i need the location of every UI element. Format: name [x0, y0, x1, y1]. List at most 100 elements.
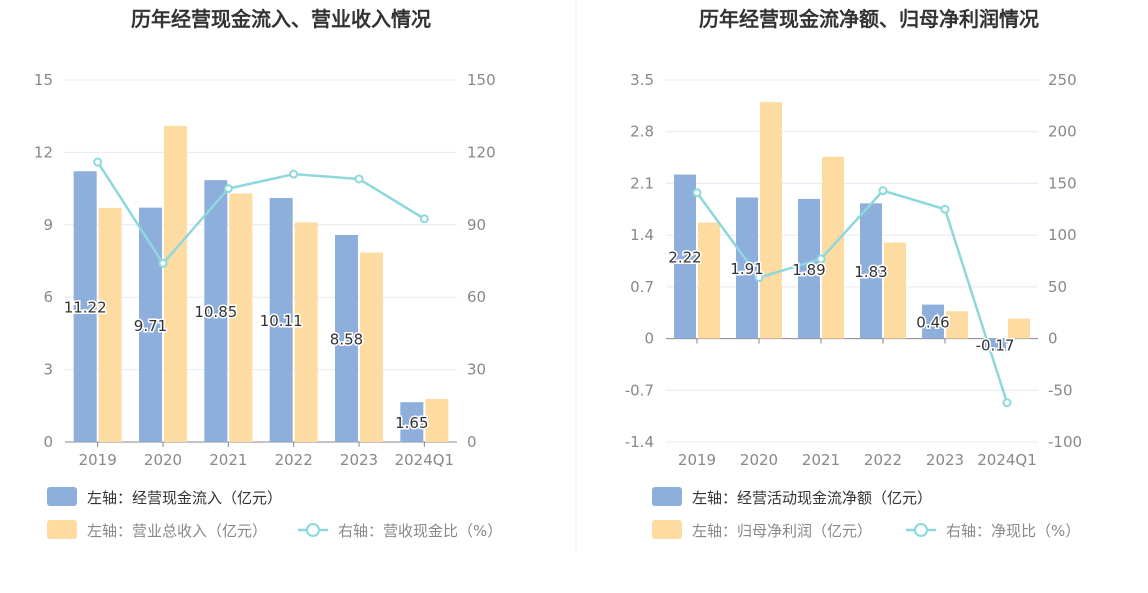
- bar-data-label: 1.83: [854, 263, 887, 281]
- legend-label: 左轴：归母净利润（亿元）: [692, 522, 872, 540]
- bar-data-label: 1.89: [792, 261, 825, 279]
- right-axis-tick-label: 0: [1048, 330, 1058, 348]
- legend-swatch: [652, 520, 682, 539]
- bar-series-2: [294, 222, 318, 442]
- line-series: [695, 189, 1009, 404]
- left-axis-tick-label: 0: [644, 330, 654, 348]
- left-axis-tick-label: -1.4: [625, 433, 654, 451]
- right-axis-tick-label: -100: [1048, 433, 1082, 451]
- bar-series-1: [269, 198, 293, 442]
- legend-line-marker: [914, 523, 928, 537]
- left-axis-tick-label: 3.5: [630, 71, 654, 89]
- bar-series-1: [860, 203, 882, 339]
- x-axis-tick-label: 2020: [740, 451, 778, 469]
- left-axis-tick-label: 1.4: [630, 226, 654, 244]
- left-axis-tick-label: 3: [43, 361, 53, 379]
- line-point: [93, 157, 103, 167]
- right-axis-tick-label: 250: [1048, 71, 1077, 89]
- bar-data-label: 0.46: [916, 314, 949, 332]
- left-axis-tick-label: 2.8: [630, 123, 654, 141]
- right-axis-tick-label: 60: [467, 288, 486, 306]
- right-axis-tick-label: 150: [467, 71, 496, 89]
- x-axis-tick-label: 2021: [209, 451, 247, 469]
- bar-series-1: [73, 171, 97, 442]
- bar-series-1: [922, 304, 944, 339]
- right-axis-tick-label: 100: [1048, 226, 1077, 244]
- line-series: [96, 161, 425, 266]
- legend-label: 右轴：净现比（%）: [946, 522, 1080, 540]
- left-axis-tick-label: 2.1: [630, 174, 654, 192]
- x-axis-tick-label: 2023: [926, 451, 964, 469]
- bar-data-label: 1.65: [395, 414, 428, 432]
- legend-swatch: [47, 520, 77, 539]
- legend-line-marker: [306, 523, 320, 537]
- x-axis-tick-label: 2024Q1: [395, 451, 455, 469]
- right-axis-tick-label: 50: [1048, 278, 1067, 296]
- line-point: [754, 273, 764, 283]
- right-axis-tick-label: 0: [467, 433, 477, 451]
- chart-title: 历年经营现金流入、营业收入情况: [131, 7, 431, 31]
- legend-swatch: [47, 487, 77, 506]
- x-axis-tick-label: 2020: [144, 451, 182, 469]
- x-axis-tick-label: 2023: [340, 451, 378, 469]
- line-point: [354, 174, 364, 184]
- bar-data-label: 9.71: [134, 317, 167, 335]
- right-axis-tick-label: 30: [467, 361, 486, 379]
- line-point: [940, 204, 950, 214]
- line-point: [419, 214, 429, 224]
- bar-series-2: [760, 102, 782, 339]
- bar-series-2: [1008, 318, 1030, 339]
- right-axis-tick-label: 120: [467, 143, 496, 161]
- bar-series-1: [335, 234, 358, 442]
- bar-series-1: [798, 198, 820, 339]
- right-axis-tick-label: 200: [1048, 123, 1077, 141]
- legend-label: 左轴：营业总收入（亿元）: [87, 522, 267, 540]
- line-point: [878, 186, 888, 196]
- left-axis-tick-label: 0: [43, 433, 53, 451]
- bar-series-2: [698, 222, 720, 339]
- legend-label: 左轴：经营活动现金流净额（亿元）: [692, 489, 932, 507]
- line-point: [1002, 398, 1012, 408]
- bar-data-label: 10.85: [194, 303, 237, 321]
- bar-data-label: -0.17: [976, 337, 1015, 355]
- x-axis-tick-label: 2021: [802, 451, 840, 469]
- bar-data-label: 2.22: [668, 249, 701, 267]
- bar-data-label: 10.11: [260, 312, 303, 330]
- left-axis-tick-label: 0.7: [630, 278, 654, 296]
- x-axis-tick-label: 2019: [79, 451, 117, 469]
- left-axis-tick-label: -0.7: [625, 381, 654, 399]
- right-axis-tick-label: 150: [1048, 174, 1077, 192]
- legend-label: 右轴：营收现金比（%）: [338, 522, 502, 540]
- line-point: [692, 188, 702, 198]
- bar-series-1: [400, 402, 424, 442]
- right-axis-tick-label: -50: [1048, 381, 1073, 399]
- legend-swatch: [652, 487, 682, 506]
- bar-data-label: 1.91: [730, 260, 763, 278]
- left-axis-tick-label: 12: [34, 143, 53, 161]
- right-axis-tick-label: 90: [467, 216, 486, 234]
- legend-label: 左轴：经营现金流入（亿元）: [87, 489, 282, 507]
- line-point: [289, 169, 299, 179]
- bar-series-2: [360, 252, 383, 442]
- bar-series-1: [139, 207, 162, 442]
- bar-series-2: [425, 399, 449, 442]
- left-axis-tick-label: 6: [43, 288, 53, 306]
- chart-panel-net-cash-profit: 历年经营现金流净额、归母净利润情况 -1.4 -0.7 0 0.7 1.4 2.1 2.8 3.…: [625, 7, 1082, 540]
- bar-series-1: [736, 197, 758, 339]
- line-point: [158, 258, 168, 268]
- bar-series-2: [164, 125, 187, 442]
- bar-data-label: 8.58: [330, 330, 363, 348]
- bar-series-2: [946, 311, 968, 339]
- bar-series-2: [229, 193, 253, 442]
- left-axis-tick-label: 15: [34, 71, 53, 89]
- bar-series-2: [98, 207, 122, 442]
- line-point: [223, 184, 233, 194]
- bar-series-1: [674, 174, 696, 339]
- bar-series-2: [884, 242, 906, 339]
- chart-panel-cash-inflow-revenue: 历年经营现金流入、营业收入情况0369121503060901201502019…: [34, 7, 502, 540]
- bar-data-label: 11.22: [64, 299, 107, 317]
- bar-series-1: [204, 180, 228, 443]
- x-axis-tick-label: 2024Q1: [977, 451, 1037, 469]
